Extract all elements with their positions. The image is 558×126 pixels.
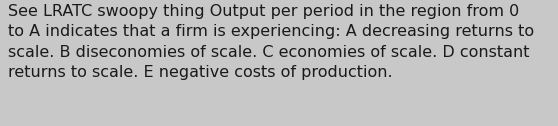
Text: See LRATC swoopy thing Output per period in the region from 0
to A indicates tha: See LRATC swoopy thing Output per period…: [8, 4, 535, 80]
